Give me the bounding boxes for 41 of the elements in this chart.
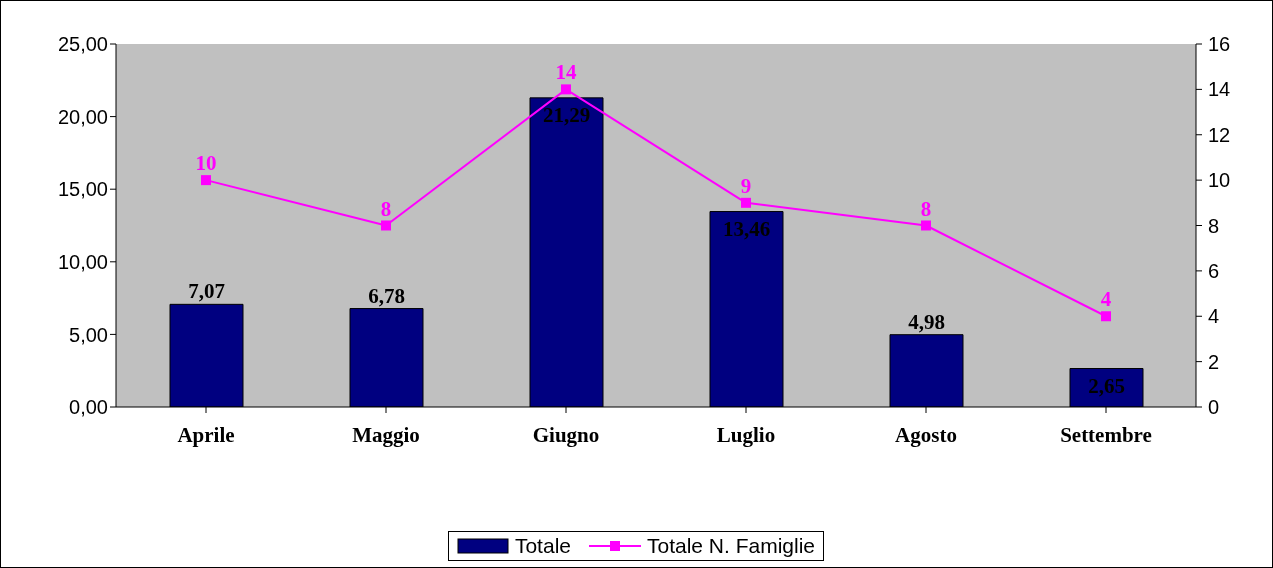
point — [741, 197, 751, 208]
data-label: 4 — [1100, 287, 1112, 312]
y-tick-label: 5,00 — [69, 323, 108, 346]
y-tick-label: 25,00 — [57, 33, 108, 56]
data-label: 13,46 — [722, 216, 771, 241]
data-label: 9 — [740, 173, 752, 198]
data-label: 8 — [920, 196, 932, 221]
y-tick-label: 0,00 — [69, 396, 108, 419]
data-label: 10 — [195, 151, 217, 176]
y-tick-label: 10,00 — [57, 250, 108, 273]
y2-tick-label: 4 — [1208, 305, 1220, 328]
y2-tick-label: 8 — [1208, 214, 1220, 237]
data-label: 21,29 — [542, 102, 591, 127]
y2-tick-label: 16 — [1208, 33, 1231, 55]
y-tick-label: 15,00 — [57, 178, 108, 201]
x-tick-label: Giugno — [532, 422, 600, 447]
x-tick-label: Luglio — [716, 422, 776, 447]
y2-tick-label: 10 — [1208, 169, 1231, 192]
point — [921, 220, 931, 231]
y-tick-label: 20,00 — [57, 105, 108, 128]
y2-tick-label: 12 — [1208, 123, 1231, 146]
data-label: 7,07 — [188, 279, 225, 304]
legend-label: Totale N. Famiglie — [646, 534, 816, 558]
x-tick-label: Settembre — [1060, 422, 1152, 447]
x-tick-label: Aprile — [177, 422, 235, 447]
x-tick-label: Maggio — [352, 422, 420, 447]
legend-label: Totale — [514, 534, 571, 558]
x-tick-label: Agosto — [895, 422, 957, 447]
point — [381, 220, 391, 231]
data-label: 6,78 — [368, 283, 405, 308]
y2-tick-label: 2 — [1208, 350, 1220, 373]
point — [201, 175, 211, 186]
data-label: 14 — [555, 60, 577, 85]
data-label: 8 — [380, 196, 392, 221]
y2-tick-label: 14 — [1208, 78, 1231, 101]
data-label: 2,65 — [1088, 373, 1125, 398]
data-label: 4,98 — [908, 309, 945, 334]
y2-tick-label: 0 — [1208, 396, 1220, 418]
point — [1101, 311, 1111, 322]
y2-tick-label: 6 — [1208, 259, 1220, 282]
point — [561, 84, 571, 95]
